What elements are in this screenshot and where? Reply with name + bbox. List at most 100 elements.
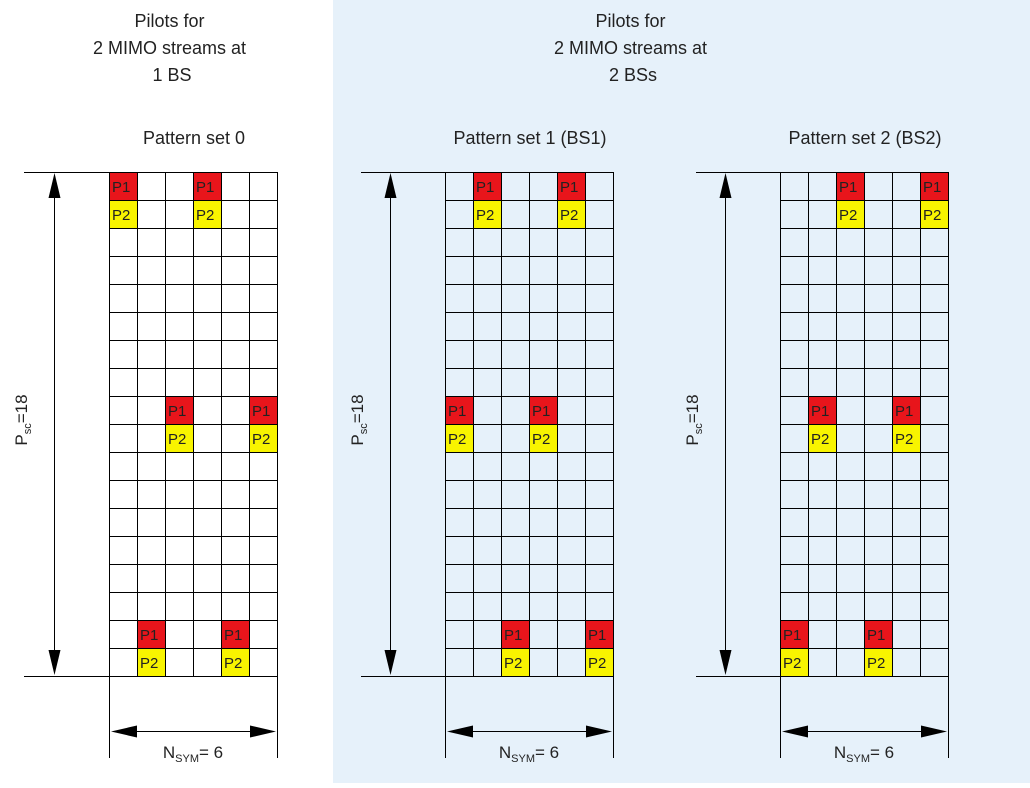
pilot-cell-p1 [501,620,529,648]
pilot-cell-p1 [836,172,864,200]
pilot-cell-p2 [109,200,137,228]
arrow-head-left [111,725,137,738]
pilot-cell-p2 [892,424,920,452]
pilot-cell-p2 [557,200,585,228]
arrow-head-right [586,725,612,738]
pilot-label: P1 [560,179,578,196]
horizontal-dimension-label: NSYM= 6 [834,743,894,765]
pilot-label: P2 [196,207,214,224]
pilot-label: P1 [588,627,606,644]
pilot-label: P2 [252,431,270,448]
horizontal-dimension [445,676,614,758]
pilot-cell-p1 [529,396,557,424]
arrow-head-up [719,173,732,198]
pilot-label: P1 [196,179,214,196]
pilot-label: P2 [532,431,550,448]
pattern-set-2-title: Pattern set 2 (BS2) [788,128,941,148]
pilot-cell-p1 [221,620,249,648]
pilot-cell-p2 [193,200,221,228]
pilot-label: P2 [923,207,941,224]
horizontal-dimension-label: NSYM= 6 [163,743,223,765]
pilot-cell-p1 [892,396,920,424]
pilot-cell-p2 [249,424,277,452]
pilot-cell-p2 [529,424,557,452]
arrow-head-down [719,650,732,675]
pilot-label: P1 [476,179,494,196]
pilot-label: P2 [895,431,913,448]
pilot-label: P2 [560,207,578,224]
vertical-dimension [361,172,613,677]
pilot-cell-p2 [501,648,529,676]
pilot-label: P2 [867,655,885,672]
pilot-label: P2 [476,207,494,224]
pilot-cell-p2 [836,200,864,228]
arrow-head-left [782,725,808,738]
vertical-dimension-label: Psc=18 [683,394,705,445]
arrow-head-down [48,650,61,675]
pattern-set-2: P1 P2 P1 P2 P1 P2 P1 P2 P1 P2 P1 P2 Psc=18 NSYM= 6 [683,172,949,765]
pilot-label: P1 [112,179,130,196]
pilot-label: P2 [112,207,130,224]
pilot-label: P1 [168,403,186,420]
pattern-set-1-title: Pattern set 1 (BS1) [453,128,606,148]
header-1bs: Pilots for 2 MIMO streams at 1 BS [93,11,251,85]
vertical-dimension-label: Psc=18 [348,394,370,445]
pilot-cell-p1 [473,172,501,200]
pilot-cell-p2 [780,648,808,676]
pilot-cell-p1 [165,396,193,424]
pilot-label: P1 [224,627,242,644]
arrow-head-down [384,650,397,675]
pilot-cell-p1 [585,620,613,648]
pilot-label: P2 [224,655,242,672]
pilot-label: P1 [923,179,941,196]
pilot-label: P1 [532,403,550,420]
shaded-panel-2bs [333,0,1030,783]
pilot-cell-p2 [920,200,948,228]
horizontal-dimension [109,676,278,758]
pattern-sets-layer: P1 P2 P1 P2 P1 P2 P1 P2 P1 P2 P1 P2 Psc=18 NSYM= 6 P1 P… [12,172,949,765]
pilot-cell-p1 [780,620,808,648]
pilot-cell-p2 [585,648,613,676]
pilot-cell-p2 [445,424,473,452]
arrow-head-up [48,173,61,198]
pilot-label: P2 [588,655,606,672]
pilot-cell-p1 [137,620,165,648]
arrow-head-right [921,725,947,738]
grid-lines [109,172,278,676]
pattern-set-0: P1 P2 P1 P2 P1 P2 P1 P2 P1 P2 P1 P2 Psc=18 NSYM= 6 [12,172,278,765]
grid-lines [780,172,949,676]
pilot-cell-p2 [165,424,193,452]
pilot-cell-p1 [808,396,836,424]
horizontal-dimension [780,676,949,758]
vertical-dimension [696,172,948,677]
pilot-label: P2 [168,431,186,448]
pilot-label: P1 [448,403,466,420]
pilot-cell-p1 [445,396,473,424]
pilot-cell-p2 [473,200,501,228]
pilot-cell-p1 [557,172,585,200]
pilot-label: P1 [839,179,857,196]
pilot-label: P2 [811,431,829,448]
pilot-label: P1 [895,403,913,420]
pilot-label: P2 [839,207,857,224]
pilot-label: P1 [811,403,829,420]
pilot-label: P2 [504,655,522,672]
pilot-label: P1 [140,627,158,644]
vertical-dimension [24,172,277,677]
pilot-cell-p1 [864,620,892,648]
pilot-cell-p1 [193,172,221,200]
pilot-label: P2 [783,655,801,672]
pilot-cell-p1 [249,396,277,424]
header-2bs: Pilots for 2 MIMO streams at 2 BSs [554,11,712,85]
pilot-cell-p1 [920,172,948,200]
grid-lines [445,172,614,676]
pilot-cell-p2 [137,648,165,676]
vertical-dimension-label: Psc=18 [12,394,34,445]
pattern-set-0-title: Pattern set 0 [143,128,245,148]
pilot-label: P2 [140,655,158,672]
pilot-cell-p2 [808,424,836,452]
pilot-cell-p2 [221,648,249,676]
arrow-head-up [384,173,397,198]
